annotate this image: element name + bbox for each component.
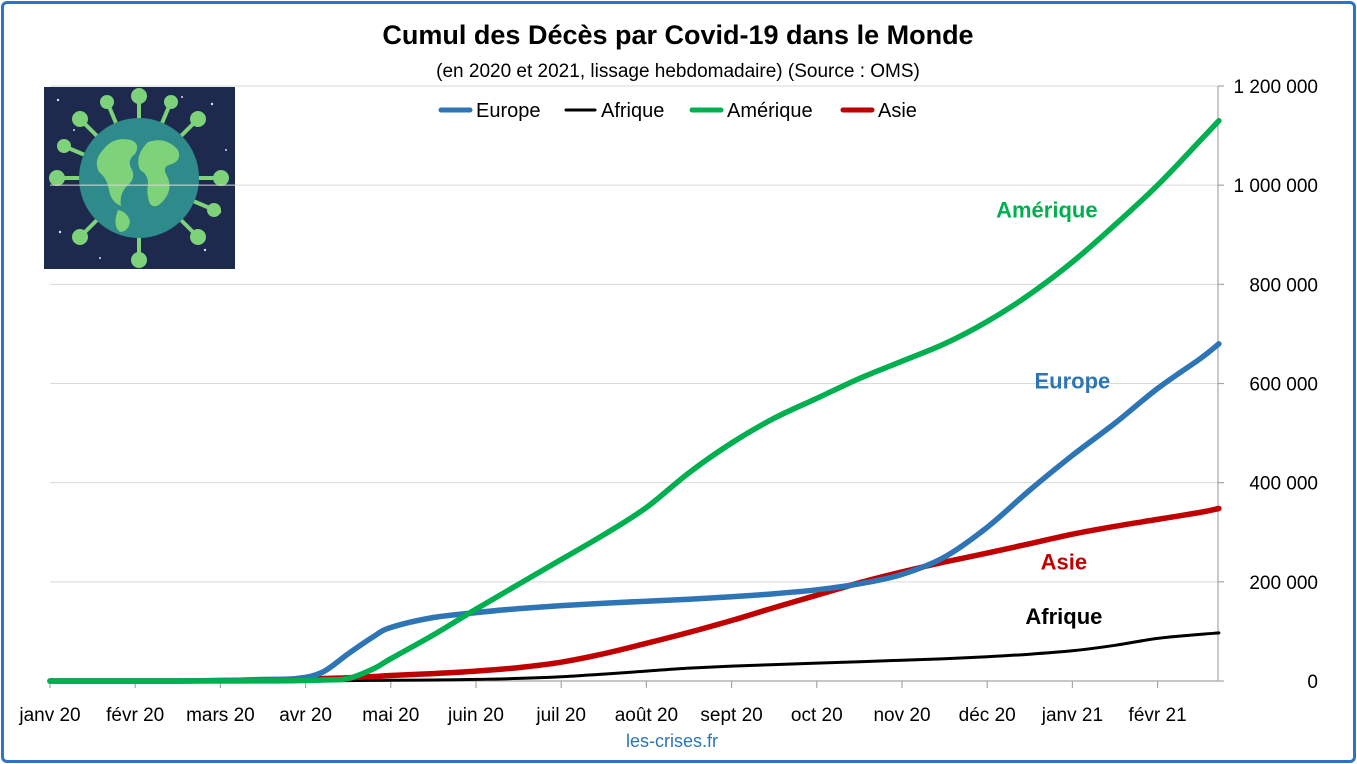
legend-label-afrique: Afrique (601, 100, 664, 122)
series-lines (47, 117, 1222, 684)
x-tick-label: févr 21 (1129, 705, 1187, 726)
axes: 0 200 000 400 000 600 000 800 000 1 000 000 1 … (18, 77, 1318, 726)
series-line-asie (47, 505, 1222, 684)
x-tick-label: mai 20 (362, 705, 419, 726)
series-label-asie: Asie (1041, 549, 1087, 574)
x-tick-label: déc 20 (959, 705, 1016, 726)
x-tick-label: janv 21 (1041, 705, 1103, 726)
legend-label-europe: Europe (476, 100, 541, 122)
series-label-amerique: Amérique (996, 197, 1097, 222)
y-tick-label: 0 (1307, 672, 1318, 693)
series-line-amerique (47, 117, 1222, 684)
legend-label-amerique: Amérique (727, 100, 813, 122)
legend-item-asie: Asie (840, 100, 917, 122)
grid-lines (50, 85, 1218, 583)
globe-virus-icon (44, 87, 235, 269)
source-credit: les-crises.fr (626, 731, 718, 751)
legend-item-afrique: Afrique (564, 100, 664, 122)
chart-subtitle: (en 2020 et 2021, lissage hebdomadaire) … (436, 61, 920, 82)
legend-label-asie: Asie (878, 100, 917, 122)
x-tick-label: oct 20 (791, 705, 843, 726)
legend-item-amerique: Amérique (689, 100, 813, 122)
x-tick-label: févr 20 (106, 705, 164, 726)
y-tick-label: 200 000 (1249, 573, 1318, 594)
x-tick-label: avr 20 (279, 705, 332, 726)
x-tick-label: nov 20 (873, 705, 930, 726)
x-tick-label: sept 20 (700, 705, 762, 726)
series-labels: Europe Afrique Amérique Asie (996, 197, 1110, 629)
chart-title: Cumul des Décès par Covid-19 dans le Mon… (382, 20, 973, 50)
legend-item-europe: Europe (438, 100, 541, 122)
series-label-afrique: Afrique (1025, 604, 1102, 629)
series-line-afrique (48, 631, 1221, 683)
legend: Europe Afrique Amérique Asie (438, 100, 917, 122)
x-tick-label: janv 20 (18, 705, 80, 726)
y-tick-label: 1 200 000 (1233, 77, 1318, 98)
x-tick-label: juil 20 (535, 705, 586, 726)
x-tick-label: août 20 (615, 705, 678, 726)
y-tick-label: 1 000 000 (1233, 176, 1318, 197)
y-tick-label: 600 000 (1249, 375, 1318, 396)
y-tick-label: 400 000 (1249, 474, 1318, 495)
y-tick-label: 800 000 (1249, 275, 1318, 296)
x-tick-label: juin 20 (447, 705, 504, 726)
series-label-europe: Europe (1035, 368, 1111, 393)
x-tick-label: mars 20 (186, 705, 255, 726)
